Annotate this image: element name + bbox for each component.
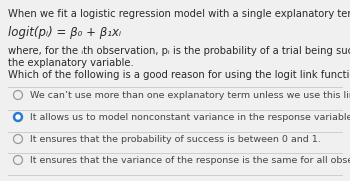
- Text: When we fit a logistic regression model with a single explanatory term, x, we of: When we fit a logistic regression model …: [8, 9, 350, 19]
- Text: the explanatory variable.: the explanatory variable.: [8, 58, 134, 68]
- Circle shape: [16, 115, 20, 119]
- Text: It ensures that the probability of success is between 0 and 1.: It ensures that the probability of succe…: [30, 135, 321, 144]
- Text: It allows us to model nonconstant variance in the response variable.: It allows us to model nonconstant varian…: [30, 113, 350, 122]
- Circle shape: [14, 113, 22, 121]
- Text: It ensures that the variance of the response is the same for all observations.: It ensures that the variance of the resp…: [30, 156, 350, 165]
- Text: Which of the following is a good reason for using the logit link function?: Which of the following is a good reason …: [8, 70, 350, 80]
- Text: logit(pᵢ) = β₀ + β₁xᵢ: logit(pᵢ) = β₀ + β₁xᵢ: [8, 26, 121, 39]
- Text: where, for the ᵢth observation, pᵢ is the probability of a trial being successfu: where, for the ᵢth observation, pᵢ is th…: [8, 46, 350, 56]
- Text: We can’t use more than one explanatory term unless we use this link function.: We can’t use more than one explanatory t…: [30, 91, 350, 100]
